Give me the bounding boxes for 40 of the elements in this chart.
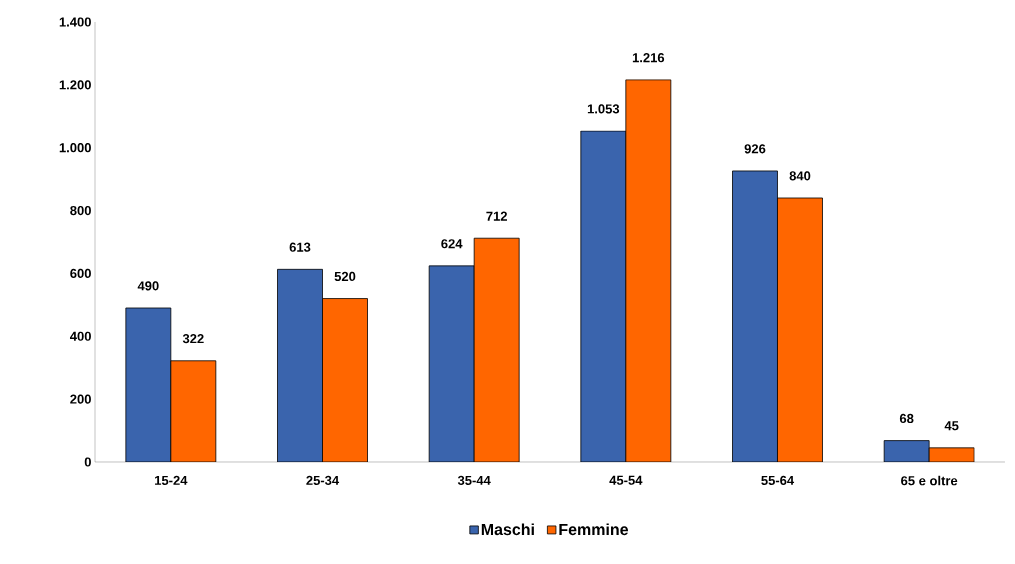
data-label: 1.053	[587, 104, 620, 114]
y-tick-label: 400	[69, 331, 91, 341]
data-label: 45	[944, 421, 959, 431]
bar	[883, 440, 930, 462]
data-label: 624	[441, 239, 463, 249]
legend-label: Maschi	[481, 523, 534, 536]
x-tick-label: 25-34	[306, 475, 340, 485]
bar	[580, 130, 627, 462]
data-label: 712	[486, 211, 507, 221]
data-label: 926	[744, 144, 766, 154]
bar	[625, 79, 672, 462]
data-label: 490	[137, 281, 159, 291]
data-label: 322	[182, 334, 204, 344]
bar	[732, 170, 778, 462]
data-label: 840	[789, 171, 811, 181]
y-tick-label: 800	[70, 205, 91, 216]
y-tick-label: 1.400	[59, 17, 91, 27]
x-tick-label: 35-44	[457, 475, 491, 485]
data-label: 1.216	[632, 53, 665, 63]
data-label: 613	[289, 242, 311, 252]
legend-label: Femmine	[559, 523, 629, 536]
x-tick-label: 65 e oltre	[901, 475, 958, 486]
x-tick-label: 55-64	[761, 475, 795, 485]
y-tick-label: 0	[84, 457, 91, 467]
data-label: 68	[899, 413, 914, 424]
y-tick-label: 600	[70, 268, 91, 279]
data-label: 520	[334, 271, 356, 282]
y-tick-label: 1.000	[59, 143, 91, 153]
bar	[928, 447, 975, 462]
bar	[277, 268, 323, 462]
bar	[125, 307, 172, 462]
bar	[170, 360, 217, 462]
bar	[322, 298, 368, 462]
y-tick-label: 1.200	[59, 80, 91, 90]
y-tick-label: 200	[70, 394, 91, 404]
bar	[428, 265, 475, 462]
x-tick-label: 45-54	[609, 475, 643, 485]
bar	[777, 197, 823, 462]
bar	[473, 237, 520, 462]
x-tick-label: 15-24	[155, 475, 188, 485]
